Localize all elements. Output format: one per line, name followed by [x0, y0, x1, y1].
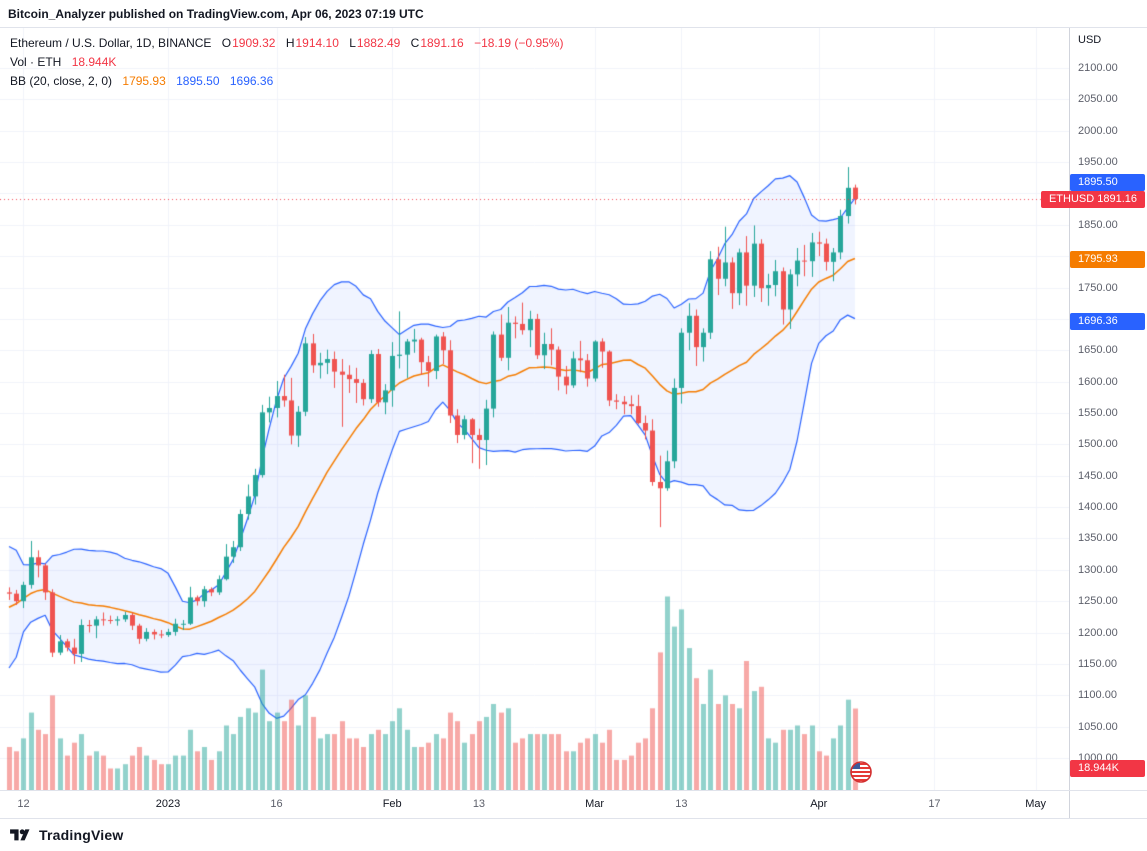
price-axis[interactable]: USD 2100.002050.002000.001950.001900.001…	[1040, 28, 1147, 790]
price-tick-label: 1100.00	[1078, 689, 1117, 702]
time-tick-label: 17	[928, 798, 941, 810]
time-tick-label: 13	[675, 798, 688, 810]
chart-area: Ethereum / U.S. Dollar, 1D, BINANCE O190…	[0, 28, 1147, 790]
price-badge-bb-lower: 1696.36	[1070, 313, 1145, 331]
time-axis-row: 12 2023 16 Feb 13 Mar 13 Apr 17 May	[0, 790, 1147, 818]
price-tick-label: 1500.00	[1078, 438, 1118, 451]
price-tick-label: 1050.00	[1078, 720, 1118, 733]
bb-upper-value: 1895.50	[176, 74, 220, 88]
low-value: 1882.49	[356, 36, 401, 50]
price-tick-label: 1550.00	[1078, 407, 1118, 419]
high-label: H	[285, 36, 295, 50]
axis-corner	[1069, 791, 1147, 818]
price-tick-label: 1650.00	[1078, 344, 1118, 357]
time-tick-label: Mar	[585, 798, 605, 810]
bb-basis-value: 1795.93	[122, 74, 166, 88]
price-tick-label: 1750.00	[1078, 281, 1118, 294]
chart-legend: Ethereum / U.S. Dollar, 1D, BINANCE O190…	[10, 34, 563, 91]
price-badge-bb-basis: 1795.93	[1070, 250, 1145, 268]
price-tick-label: 1250.00	[1078, 595, 1118, 608]
price-tick-label: 2100.00	[1078, 62, 1118, 74]
price-tick-label: 1300.00	[1078, 563, 1118, 576]
price-tick-label: 2000.00	[1078, 124, 1118, 137]
time-axis[interactable]: 12 2023 16 Feb 13 Mar 13 Apr 17 May	[0, 791, 1069, 818]
price-badge-bb-upper: 1895.50	[1070, 174, 1145, 192]
time-tick-label: 13	[472, 798, 486, 810]
change-value: −18.19 (−0.95%)	[474, 36, 564, 50]
time-tick-label: May	[1025, 798, 1047, 810]
time-tick-label: 2023	[155, 798, 181, 810]
time-tick-label: 16	[270, 798, 283, 810]
price-tick-label: 1450.00	[1078, 469, 1118, 482]
price-tick-label: 1200.00	[1078, 626, 1118, 639]
open-value: 1909.32	[232, 36, 276, 50]
close-label: C	[410, 36, 420, 50]
price-tick-label: 1150.00	[1078, 657, 1117, 670]
bb-lower-value: 1696.36	[229, 74, 274, 88]
high-value: 1914.10	[295, 36, 339, 50]
close-value: 1891.16	[420, 36, 464, 50]
price-tick-label: 1950.00	[1078, 156, 1118, 169]
volume-indicator-title[interactable]: Vol · ETH	[10, 55, 62, 69]
time-tick-label: Feb	[382, 798, 402, 810]
candlestick-chart-canvas[interactable]	[0, 28, 1069, 790]
volume-value: 18.944K	[71, 55, 117, 69]
tradingview-logo-icon[interactable]	[10, 827, 32, 844]
time-tick-label: Apr	[810, 798, 828, 810]
footer: TradingView	[0, 818, 1147, 851]
price-tick-label: 1600.00	[1078, 375, 1118, 388]
low-label: L	[349, 36, 356, 50]
usd-flag-icon	[850, 761, 872, 783]
price-badge-volume: 18.944K	[1070, 760, 1145, 777]
tradingview-wordmark[interactable]: TradingView	[39, 827, 124, 843]
legend-volume-row: Vol · ETH 18.944K	[10, 53, 563, 72]
legend-bb-row: BB (20, close, 2, 0) 1795.93 1895.50 169…	[10, 72, 563, 91]
currency-label: USD	[1078, 34, 1102, 46]
publish-text: Bitcoin_Analyzer published on TradingVie…	[8, 6, 424, 21]
price-tick-label: 2050.00	[1078, 93, 1118, 106]
price-pane[interactable]: Ethereum / U.S. Dollar, 1D, BINANCE O190…	[0, 28, 1069, 790]
publish-header: Bitcoin_Analyzer published on TradingVie…	[0, 0, 1147, 28]
price-tick-label: 1850.00	[1078, 218, 1118, 231]
time-tick-label: 12	[17, 798, 30, 810]
legend-symbol-row: Ethereum / U.S. Dollar, 1D, BINANCE O190…	[10, 34, 563, 53]
symbol-title[interactable]: Ethereum / U.S. Dollar, 1D, BINANCE	[10, 36, 212, 50]
price-badge-last-price: ETHUSD 1891.16	[1040, 190, 1145, 208]
price-tick-label: 1350.00	[1078, 532, 1118, 545]
price-tick-label: 1400.00	[1078, 501, 1118, 514]
bb-indicator-title[interactable]: BB (20, close, 2, 0)	[10, 74, 113, 88]
open-label: O	[221, 36, 232, 50]
